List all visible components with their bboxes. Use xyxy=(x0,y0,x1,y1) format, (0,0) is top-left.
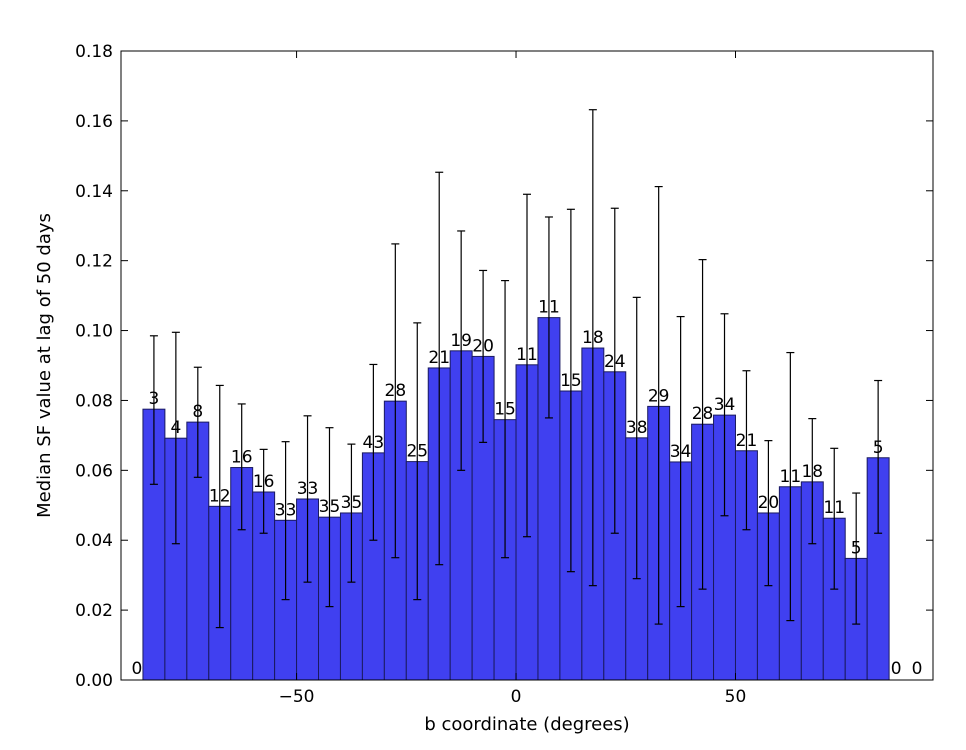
count-label: 4 xyxy=(170,418,181,438)
count-label: 11 xyxy=(823,498,845,518)
count-label: 0 xyxy=(912,659,923,679)
count-label: 20 xyxy=(472,336,494,356)
count-label: 16 xyxy=(231,448,253,468)
count-label: 24 xyxy=(604,352,626,372)
y-tick-label: 0.18 xyxy=(75,42,113,62)
count-label: 34 xyxy=(714,395,736,415)
count-label: 35 xyxy=(319,497,341,517)
count-label: 0 xyxy=(891,659,902,679)
x-tick-label: 50 xyxy=(725,687,747,707)
count-label: 12 xyxy=(209,486,231,506)
count-label: 18 xyxy=(801,462,823,482)
count-label: 28 xyxy=(692,404,714,424)
y-tick-label: 0.10 xyxy=(75,322,113,342)
x-tick-label: −50 xyxy=(279,687,315,707)
count-label: 3 xyxy=(149,389,160,409)
count-label: 38 xyxy=(626,418,648,438)
count-label: 15 xyxy=(494,400,516,420)
count-label: 16 xyxy=(253,472,275,492)
count-label: 11 xyxy=(538,298,560,318)
error-bars-layer xyxy=(149,109,883,629)
count-label: 35 xyxy=(341,493,363,513)
count-label: 21 xyxy=(428,348,450,368)
count-label: 8 xyxy=(192,402,203,422)
count-label: 11 xyxy=(516,345,538,365)
y-tick-label: 0.08 xyxy=(75,391,113,411)
plot-frame xyxy=(120,50,934,681)
y-tick-label: 0.04 xyxy=(75,531,113,551)
y-tick-label: 0.02 xyxy=(75,601,113,621)
count-label: 34 xyxy=(670,442,692,462)
count-label: 0 xyxy=(132,659,143,679)
count-label: 15 xyxy=(560,371,582,391)
count-label: 5 xyxy=(873,438,884,458)
count-label: 18 xyxy=(582,328,604,348)
count-label: 19 xyxy=(450,331,472,351)
y-tick-label: 0.16 xyxy=(75,112,113,132)
ticks-layer: 0.00 0.02 0.04 0.06 0.08 0.10 0.12 0.14 0.16 0.18… xyxy=(75,42,933,707)
y-tick-label: 0.06 xyxy=(75,461,113,481)
count-label: 20 xyxy=(758,493,780,513)
count-label: 29 xyxy=(648,386,670,406)
count-label: 28 xyxy=(385,381,407,401)
count-label: 43 xyxy=(363,433,385,453)
count-label: 25 xyxy=(406,442,428,462)
x-tick-label: 0 xyxy=(511,687,522,707)
count-label: 33 xyxy=(275,500,297,520)
x-axis-label: b coordinate (degrees) xyxy=(424,714,629,735)
y-tick-label: 0.00 xyxy=(75,671,113,691)
y-tick-label: 0.12 xyxy=(75,252,113,272)
count-label: 5 xyxy=(851,538,862,558)
y-axis-label: Median SF value at lag of 50 days xyxy=(34,213,55,518)
count-label: 21 xyxy=(736,431,758,451)
count-label: 33 xyxy=(297,479,319,499)
count-label: 11 xyxy=(780,467,802,487)
y-tick-label: 0.14 xyxy=(75,182,113,202)
